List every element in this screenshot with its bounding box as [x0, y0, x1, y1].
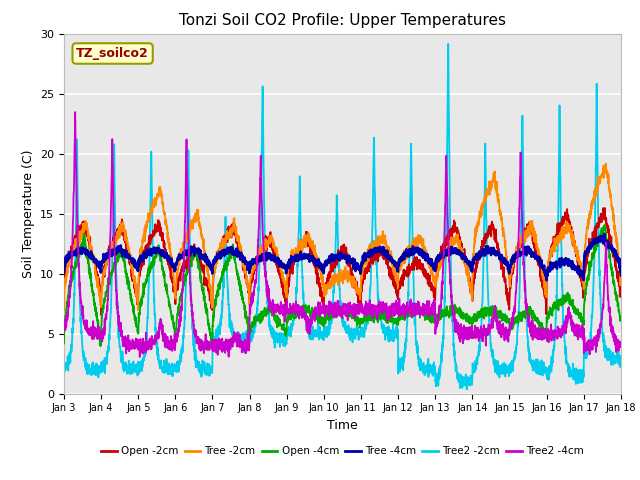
- Tree2 -2cm: [274, 340, 282, 346]
- Title: Tonzi Soil CO2 Profile: Upper Temperatures: Tonzi Soil CO2 Profile: Upper Temperatur…: [179, 13, 506, 28]
- Tree2 -2cm: [547, 365, 554, 371]
- Line: Open -4cm: Open -4cm: [64, 225, 621, 346]
- Open -4cm: [600, 222, 608, 228]
- Tree2 -4cm: [60, 323, 68, 328]
- Open -2cm: [274, 261, 282, 266]
- Tree -4cm: [124, 255, 131, 261]
- Open -4cm: [157, 258, 164, 264]
- Tree2 -2cm: [298, 258, 305, 264]
- Tree -2cm: [157, 188, 164, 194]
- Open -2cm: [298, 238, 306, 243]
- Open -4cm: [606, 255, 614, 261]
- Open -2cm: [124, 255, 132, 261]
- Open -4cm: [546, 309, 554, 314]
- Open -2cm: [60, 294, 68, 300]
- Line: Open -2cm: Open -2cm: [64, 208, 621, 315]
- Open -4cm: [274, 315, 282, 321]
- Tree2 -4cm: [71, 109, 79, 115]
- Tree2 -4cm: [547, 327, 554, 333]
- Open -4cm: [298, 310, 306, 316]
- Line: Tree -4cm: Tree -4cm: [64, 234, 621, 280]
- Open -2cm: [546, 254, 554, 260]
- Tree -2cm: [546, 254, 554, 260]
- Tree2 -4cm: [124, 337, 132, 343]
- Open -2cm: [97, 312, 105, 318]
- Tree -2cm: [298, 238, 305, 244]
- Line: Tree -2cm: Tree -2cm: [64, 164, 621, 311]
- Tree -4cm: [617, 273, 625, 278]
- Open -4cm: [124, 276, 131, 282]
- Line: Tree2 -2cm: Tree2 -2cm: [64, 44, 621, 389]
- Open -2cm: [606, 240, 614, 246]
- Tree -2cm: [617, 277, 625, 283]
- Text: TZ_soilco2: TZ_soilco2: [76, 47, 149, 60]
- Tree -2cm: [124, 239, 131, 244]
- Open -2cm: [601, 205, 609, 211]
- Tree2 -2cm: [444, 41, 452, 47]
- Tree -2cm: [274, 255, 282, 261]
- Open -4cm: [208, 343, 216, 349]
- Y-axis label: Soil Temperature (C): Soil Temperature (C): [22, 149, 35, 278]
- Tree2 -4cm: [136, 354, 143, 360]
- Tree2 -2cm: [124, 364, 131, 370]
- Tree2 -4cm: [606, 315, 614, 321]
- Tree -4cm: [157, 250, 164, 255]
- Open -2cm: [617, 294, 625, 300]
- Tree -2cm: [60, 308, 68, 313]
- Tree2 -4cm: [617, 344, 625, 349]
- Open -4cm: [617, 317, 625, 323]
- Tree2 -2cm: [617, 353, 625, 359]
- Tree2 -4cm: [298, 306, 306, 312]
- Tree2 -4cm: [274, 304, 282, 310]
- Tree -2cm: [602, 161, 610, 167]
- Line: Tree2 -4cm: Tree2 -4cm: [64, 112, 621, 357]
- Tree2 -2cm: [606, 353, 614, 359]
- Tree -4cm: [298, 256, 305, 262]
- Tree2 -2cm: [60, 361, 68, 367]
- Tree -4cm: [600, 231, 608, 237]
- Tree -2cm: [606, 187, 614, 192]
- Legend: Open -2cm, Tree -2cm, Open -4cm, Tree -4cm, Tree2 -2cm, Tree2 -4cm: Open -2cm, Tree -2cm, Open -4cm, Tree -4…: [97, 442, 588, 460]
- Tree -4cm: [543, 277, 550, 283]
- Tree2 -2cm: [463, 386, 470, 392]
- Tree -4cm: [546, 264, 554, 269]
- X-axis label: Time: Time: [327, 419, 358, 432]
- Tree2 -4cm: [157, 324, 164, 330]
- Tree2 -2cm: [157, 365, 164, 371]
- Tree -4cm: [274, 255, 282, 261]
- Tree -4cm: [60, 270, 68, 276]
- Open -2cm: [157, 228, 164, 234]
- Open -4cm: [60, 340, 68, 346]
- Tree -4cm: [606, 244, 614, 250]
